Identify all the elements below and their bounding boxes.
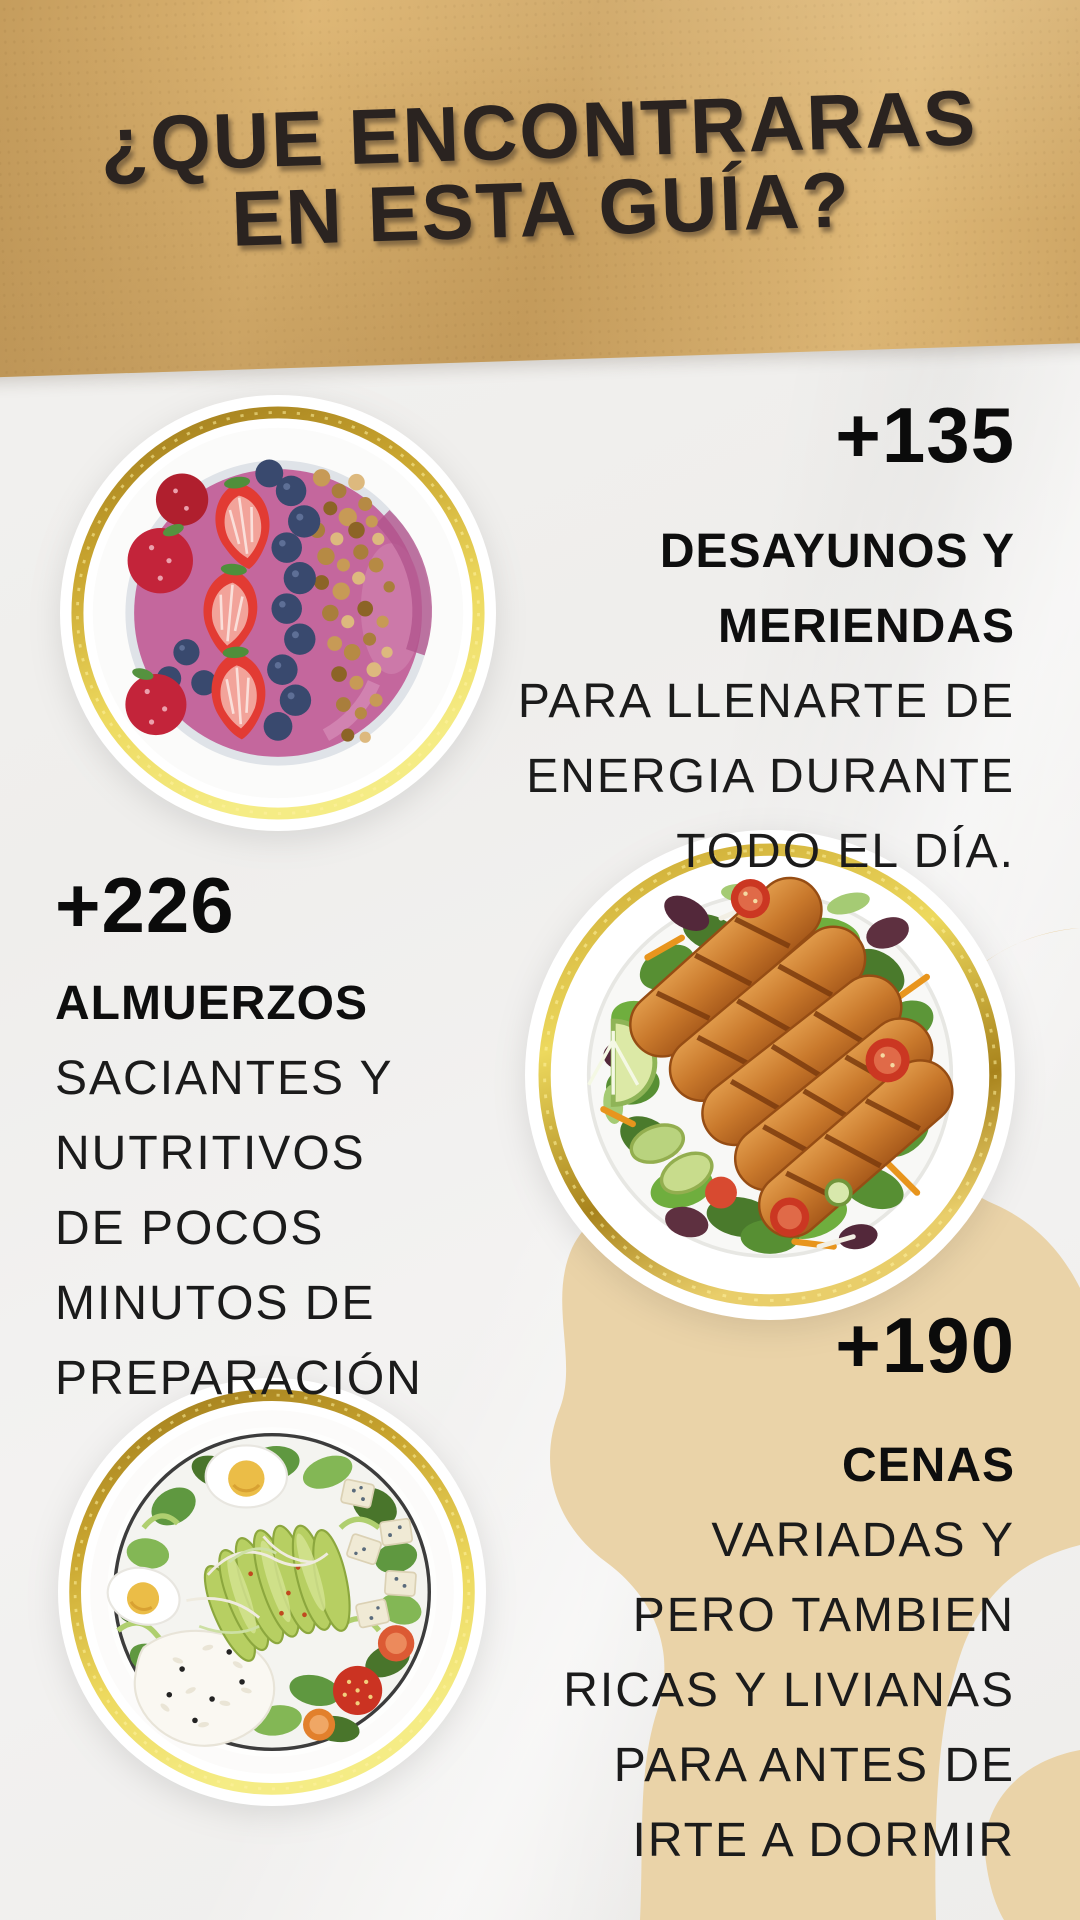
blue-cheese-cubes [340,1478,417,1629]
desayunos-count: +135 [835,391,1015,479]
sprouts [186,1535,329,1635]
almuerzos-body: SACIANTES Y [55,1052,394,1105]
avocado-egg-salad-bowl-photo [58,1378,486,1806]
cenas-count: +190 [835,1301,1015,1389]
cenas-body: PARA ANTES DE [613,1739,1015,1792]
almuerzos-body: NUTRITIVOS [55,1127,366,1180]
cenas-body: RICAS Y LIVIANAS [563,1664,1015,1717]
smoothie-berry-bowl-photo [60,395,496,831]
strawberry-halves [203,476,270,740]
chicken-salad-circle [525,830,1015,1320]
almuerzos-heading: ALMUERZOS [55,977,368,1030]
almuerzos-body: MINUTOS DE [55,1277,376,1330]
smoothie-bowl-circle [60,395,496,831]
blueberries [156,459,321,741]
cenas-body: VARIADAS Y [711,1514,1015,1567]
cenas-body: IRTE A DORMIR [632,1814,1015,1867]
desayunos-body: PARA LLENARTE DE [517,675,1015,728]
almuerzos-body: PREPARACIÓN [55,1352,423,1405]
cenas-heading: CENAS [841,1439,1015,1492]
cherry-tomatoes [705,879,910,1237]
boiled-eggs [106,1444,289,1626]
desayunos-body: TODO EL DÍA. [676,825,1015,878]
avocado-bowl-circle [58,1378,486,1806]
desayunos-heading: MERIENDAS [717,600,1015,653]
section-cenas: +190 CENAS VARIADAS Y PERO TAMBIEN RICAS… [563,1306,1015,1878]
section-desayunos: +135 DESAYUNOS Y MERIENDAS PARA LLENARTE… [518,396,1015,889]
almuerzos-count: +226 [55,861,235,949]
grilled-chicken-salad-photo [525,830,1015,1320]
almuerzos-body: DE POCOS [55,1202,325,1255]
desayunos-heading: DESAYUNOS Y [659,525,1015,578]
desayunos-body: ENERGIA DURANTE [526,750,1015,803]
section-almuerzos: +226 ALMUERZOS SACIANTES Y NUTRITIVOS DE… [55,866,423,1416]
cherry-tomatoes [303,1625,415,1741]
cenas-body: PERO TAMBIEN [632,1589,1015,1642]
whole-strawberries [125,473,209,736]
